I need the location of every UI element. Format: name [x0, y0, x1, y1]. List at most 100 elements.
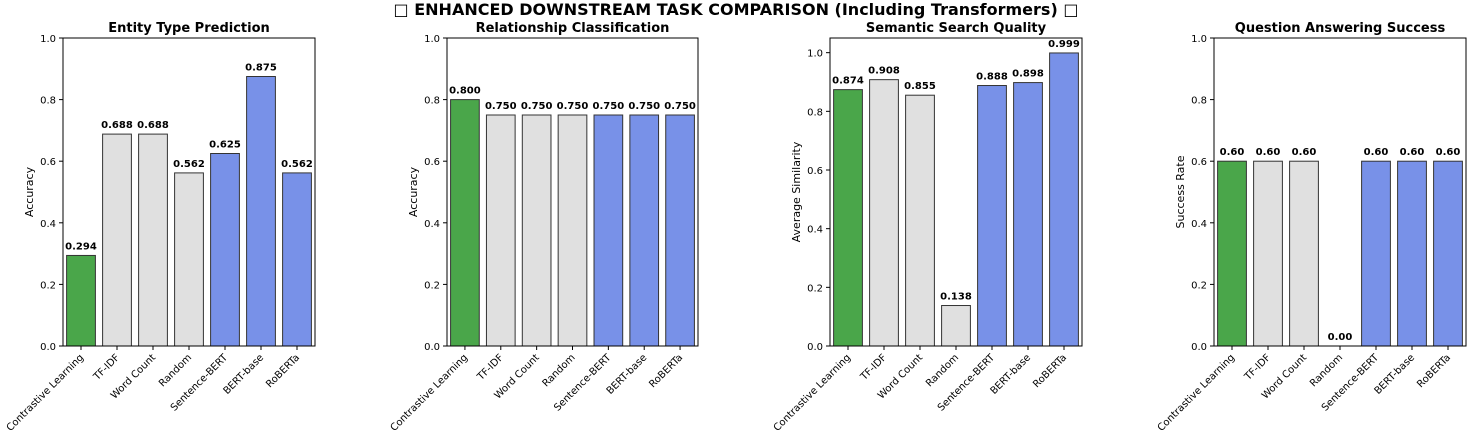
bar-value-label: 0.888 — [976, 72, 1008, 83]
bar-value-label: 0.908 — [868, 66, 900, 77]
x-tick-label: RoBERTa — [1031, 352, 1069, 390]
bar — [1013, 82, 1043, 347]
y-tick-label: 0.8 — [424, 96, 440, 107]
bar-value-label: 0.800 — [449, 86, 481, 97]
x-tick-label: TF-IDF — [1242, 352, 1273, 383]
bar — [869, 79, 899, 347]
plot-frame — [62, 37, 316, 347]
x-tick-label: RoBERTa — [264, 352, 302, 390]
bar-value-label: 0.60 — [1256, 147, 1281, 158]
bar-value-label: 0.00 — [1328, 332, 1353, 343]
y-tick-label: 0.2 — [807, 283, 823, 294]
x-tick-label: Contrastive Learning — [772, 352, 853, 433]
bar — [210, 153, 240, 347]
y-tick-label: 0.4 — [1191, 219, 1207, 230]
plot-frame — [1213, 37, 1467, 347]
y-tick-label: 0.2 — [1191, 280, 1207, 291]
bar — [629, 114, 660, 347]
bar-value-label: 0.60 — [1400, 147, 1425, 158]
bar-value-label: 0.60 — [1220, 147, 1245, 158]
bar-value-label: 0.875 — [245, 63, 277, 74]
bar — [1361, 160, 1391, 347]
bar — [593, 114, 624, 347]
y-tick-label: 0.0 — [424, 342, 440, 353]
y-tick-label: 1.0 — [807, 49, 823, 60]
chart-panel-1: Entity Type Prediction Accuracy 0.0 0.2 0.4 0… — [5, 21, 316, 434]
bar-value-label: 0.294 — [65, 241, 97, 252]
y-tick-label: 0.6 — [1191, 157, 1207, 168]
bar — [282, 172, 312, 347]
bar-value-label: 0.750 — [485, 101, 517, 112]
bar-value-label: 0.898 — [1012, 69, 1044, 80]
bar-value-label: 0.750 — [593, 101, 625, 112]
plot-frame — [829, 37, 1083, 347]
bar — [1049, 52, 1079, 347]
bar — [1217, 160, 1247, 347]
y-tick-label: 0.4 — [424, 219, 440, 230]
bar-value-label: 0.138 — [940, 292, 972, 303]
y-axis-label: Accuracy — [23, 166, 36, 217]
bar — [521, 114, 552, 347]
y-tick-label: 0.0 — [1191, 342, 1207, 353]
x-tick-label: TF-IDF — [475, 352, 506, 383]
bar — [246, 76, 276, 347]
y-tick-label: 0.0 — [807, 342, 823, 353]
bar — [941, 305, 971, 347]
x-tick-label: Contrastive Learning — [1156, 352, 1237, 433]
bar-value-label: 0.688 — [137, 120, 169, 131]
y-tick-label: 0.4 — [807, 225, 823, 236]
bar — [1433, 160, 1463, 347]
bar-value-label: 0.750 — [521, 101, 553, 112]
y-tick-label: 0.8 — [40, 96, 56, 107]
y-tick-label: 1.0 — [1191, 34, 1207, 45]
x-tick-label: TF-IDF — [858, 352, 889, 383]
bar — [102, 133, 132, 347]
bar-value-label: 0.750 — [664, 101, 696, 112]
bar — [1289, 160, 1319, 347]
bar-value-label: 0.562 — [281, 159, 313, 170]
bar — [977, 85, 1007, 347]
x-tick-label: TF-IDF — [91, 352, 122, 383]
bar — [665, 114, 695, 347]
bar — [174, 172, 204, 347]
y-tick-label: 0.6 — [807, 166, 823, 177]
y-tick-label: 1.0 — [40, 34, 56, 45]
bar-value-label: 0.60 — [1292, 147, 1317, 158]
y-axis-label: Accuracy — [407, 166, 420, 217]
x-tick-label: Random — [541, 352, 578, 389]
y-tick-label: 0.2 — [40, 280, 56, 291]
plot-frame — [446, 37, 699, 347]
chart-panel-2: Relationship Classification Accuracy 0.0 0.… — [389, 21, 699, 434]
bar — [557, 114, 588, 347]
chart-title: Semantic Search Quality — [866, 21, 1047, 36]
y-tick-label: 0.4 — [40, 219, 56, 230]
y-tick-label: 0.8 — [807, 107, 823, 118]
bar — [833, 89, 863, 347]
bar — [138, 133, 168, 347]
x-tick-label: Random — [1308, 352, 1345, 389]
x-tick-label: RoBERTa — [1415, 352, 1453, 390]
bar — [485, 114, 516, 347]
y-tick-label: 0.0 — [40, 342, 56, 353]
bar — [66, 254, 96, 347]
bar — [905, 94, 935, 347]
bar-value-label: 0.999 — [1048, 39, 1080, 50]
bar — [1397, 160, 1427, 347]
bar — [450, 99, 480, 347]
chart-panel-3: Semantic Search Quality Average Similarit… — [772, 21, 1083, 434]
x-tick-label: Random — [924, 352, 961, 389]
x-tick-label: RoBERTa — [647, 352, 685, 390]
y-tick-label: 1.0 — [424, 34, 440, 45]
chart-panel-4: Question Answering Success Success Rate 0.… — [1156, 21, 1467, 434]
x-tick-label: Random — [157, 352, 194, 389]
bar-value-label: 0.750 — [557, 101, 589, 112]
y-tick-label: 0.8 — [1191, 96, 1207, 107]
y-tick-label: 0.6 — [40, 157, 56, 168]
bar-value-label: 0.750 — [628, 101, 660, 112]
y-axis-label: Average Similarity — [790, 141, 803, 242]
x-tick-label: Contrastive Learning — [5, 352, 86, 433]
chart-title: Question Answering Success — [1235, 21, 1446, 36]
bar-value-label: 0.688 — [101, 120, 133, 131]
bar-value-label: 0.60 — [1436, 147, 1461, 158]
